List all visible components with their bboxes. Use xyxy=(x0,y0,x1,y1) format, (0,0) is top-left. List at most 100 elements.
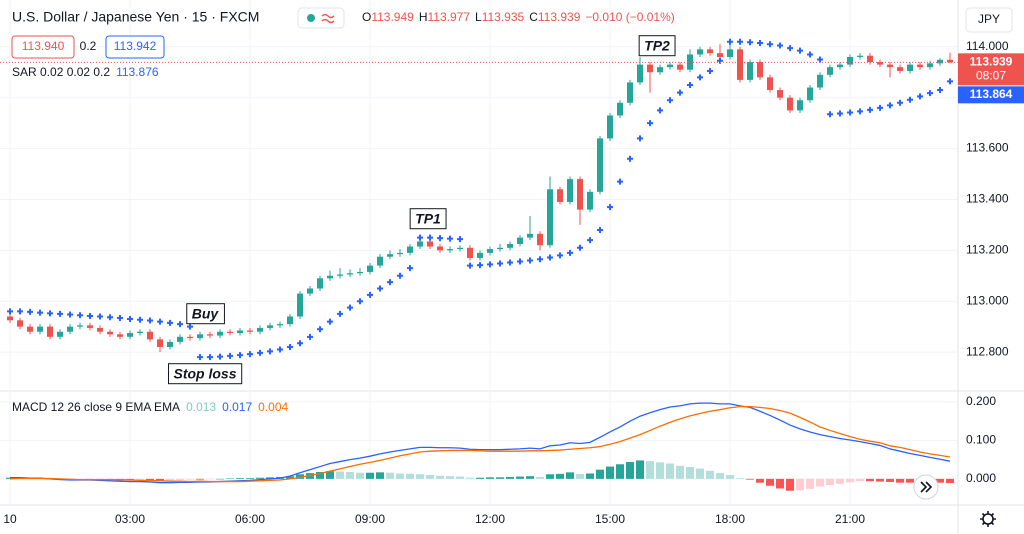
candle-body xyxy=(387,254,393,257)
histogram-bar xyxy=(166,478,174,481)
histogram-bar xyxy=(366,472,374,479)
quote-value: 113.949 xyxy=(371,10,414,24)
histogram-bar xyxy=(406,473,414,479)
histogram-bar xyxy=(316,471,324,479)
buy-button[interactable] xyxy=(105,35,165,59)
settings-button[interactable] xyxy=(980,511,996,527)
histogram-bar xyxy=(336,471,344,479)
histogram-bar xyxy=(456,476,464,479)
countdown-label: 08:07 xyxy=(976,69,1006,83)
sar-dot xyxy=(127,316,133,323)
indicator-value: 0.017 xyxy=(222,400,252,414)
histogram-bar xyxy=(296,474,304,479)
sar-dot xyxy=(327,318,333,325)
sar-dot xyxy=(927,90,933,97)
histogram-bar xyxy=(546,474,554,479)
y-tick-label: 113.200 xyxy=(966,243,1009,257)
sar-dot xyxy=(297,340,303,347)
annotation-box xyxy=(409,208,447,230)
histogram-bar xyxy=(246,478,254,479)
candle-body xyxy=(827,67,833,75)
sar-dot xyxy=(567,249,573,256)
candle-body xyxy=(157,339,163,348)
candle-body xyxy=(517,237,523,244)
buy-price: 113.942 xyxy=(114,39,157,53)
histogram-bar xyxy=(776,478,784,489)
histogram-bar xyxy=(726,475,734,479)
sar-dot xyxy=(607,204,613,211)
candle-body xyxy=(97,327,103,332)
sar-dot xyxy=(217,353,223,360)
annotation: Stop loss xyxy=(173,366,236,382)
sar-dot xyxy=(617,178,623,185)
histogram-bar xyxy=(866,478,874,482)
sar-dot xyxy=(137,316,143,323)
sar-dot xyxy=(197,354,203,361)
candle-body xyxy=(467,247,473,258)
histogram-bar xyxy=(136,478,144,481)
candle-body xyxy=(57,331,63,337)
histogram-bar xyxy=(476,477,484,479)
sar-dot xyxy=(677,89,683,96)
currency-button[interactable] xyxy=(965,7,1013,33)
histogram-bar xyxy=(686,466,694,479)
histogram-bar xyxy=(736,478,744,479)
sar-dot xyxy=(527,257,533,264)
histogram-bar xyxy=(556,473,564,479)
histogram-bar xyxy=(486,477,494,479)
sar-dot xyxy=(887,102,893,109)
sar-dot xyxy=(757,39,763,46)
histogram-bar xyxy=(896,478,904,483)
sar-dot xyxy=(7,308,13,315)
y-tick-label: 113.600 xyxy=(966,141,1009,155)
candle-body xyxy=(837,64,843,68)
candle-body xyxy=(547,189,553,246)
x-tick-label: 12:00 xyxy=(475,512,505,526)
sar-dot xyxy=(687,81,693,88)
candle-body xyxy=(637,64,643,83)
sar-dot xyxy=(307,333,313,340)
histogram-bar xyxy=(446,476,454,479)
sar-dot xyxy=(27,308,33,315)
histogram-bar xyxy=(616,464,624,479)
candle-body xyxy=(617,102,623,116)
sar-dot xyxy=(947,78,953,85)
histogram-bar xyxy=(636,460,644,479)
delayed-icon xyxy=(321,13,335,24)
candle-body xyxy=(657,67,663,73)
quote-value: 113.935 xyxy=(482,10,525,24)
histogram-bar xyxy=(566,472,574,479)
sar-dot xyxy=(87,312,93,319)
sar-dot xyxy=(17,308,23,315)
histogram-bar xyxy=(216,478,224,480)
y-tick-label: 114.000 xyxy=(966,39,1009,53)
indicator-value: 0.004 xyxy=(258,400,288,414)
sell-button[interactable] xyxy=(11,35,75,59)
candle-body xyxy=(767,77,773,91)
x-tick-label: 18:00 xyxy=(715,512,745,526)
candle-body xyxy=(457,247,463,250)
histogram-bar xyxy=(386,472,394,479)
candle-body xyxy=(357,271,363,274)
histogram-bar xyxy=(846,478,854,483)
candle-body xyxy=(247,330,253,332)
sar-dot xyxy=(697,74,703,81)
candle-body xyxy=(207,334,213,336)
scroll-icon xyxy=(920,481,933,493)
candle-body xyxy=(777,90,783,98)
histogram-bar xyxy=(836,478,844,484)
sar-dot xyxy=(77,312,83,319)
indicator-legend: MACD 12 26 close 9 EMA EMA xyxy=(12,400,180,414)
sar-price-tag xyxy=(958,86,1024,104)
candle-body xyxy=(897,67,903,71)
candle-body xyxy=(527,233,533,238)
candle-body xyxy=(907,64,913,71)
sar-dot xyxy=(787,45,793,52)
y-tick-label: 113.400 xyxy=(966,192,1009,206)
status-badge[interactable] xyxy=(297,7,345,29)
sar-dot xyxy=(937,87,943,94)
histogram-bar xyxy=(176,478,184,481)
histogram-bar xyxy=(606,466,614,479)
candle-body xyxy=(327,275,333,279)
sar-dot xyxy=(237,352,243,359)
